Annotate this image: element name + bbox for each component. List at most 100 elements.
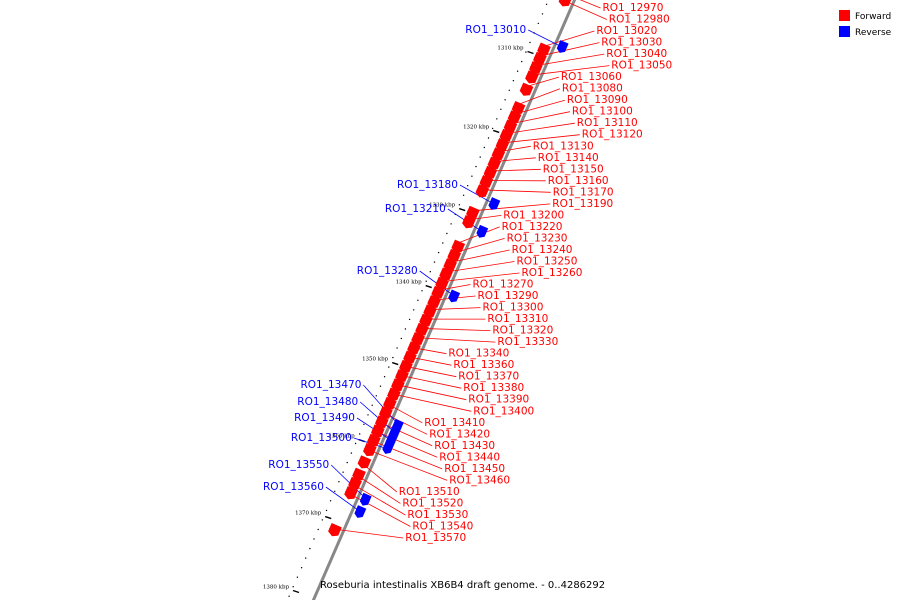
gene-label-forward[interactable]: RO1_13290 bbox=[478, 290, 539, 302]
gene-arrow-forward[interactable] bbox=[533, 51, 547, 65]
gene-label-forward[interactable]: RO1_13420 bbox=[429, 428, 490, 440]
gene-arrow-forward[interactable] bbox=[529, 61, 543, 75]
gene-label-reverse[interactable]: RO1_13280 bbox=[357, 265, 418, 277]
gene-arrow-forward[interactable] bbox=[439, 267, 453, 281]
gene-arrow-forward[interactable] bbox=[483, 165, 498, 179]
gene-label-forward[interactable]: RO1_13160 bbox=[548, 175, 609, 187]
gene-arrow-forward[interactable] bbox=[348, 476, 362, 490]
gene-arrow-forward[interactable] bbox=[537, 42, 551, 56]
gene-arrow-forward[interactable] bbox=[491, 147, 506, 161]
gene-label-forward[interactable]: RO1_13090 bbox=[567, 94, 628, 106]
gene-arrow-forward[interactable] bbox=[383, 396, 397, 410]
gene-arrow-forward[interactable] bbox=[407, 341, 421, 355]
gene-label-forward[interactable]: RO1_13310 bbox=[487, 313, 548, 325]
gene-arrow-forward[interactable] bbox=[357, 455, 372, 469]
gene-arrow-forward[interactable] bbox=[479, 175, 494, 189]
gene-arrow-forward[interactable] bbox=[399, 359, 413, 373]
gene-arrow-forward[interactable] bbox=[466, 205, 480, 219]
gene-label-reverse[interactable]: RO1_13490 bbox=[294, 412, 355, 424]
gene-arrow-forward[interactable] bbox=[419, 313, 433, 327]
gene-arrow-forward[interactable] bbox=[495, 138, 510, 152]
gene-label-forward[interactable]: RO1_13230 bbox=[507, 232, 568, 244]
gene-label-reverse[interactable]: RO1_13470 bbox=[300, 379, 361, 391]
gene-label-forward[interactable]: RO1_13190 bbox=[552, 198, 613, 210]
gene-label-forward[interactable]: RO1_13120 bbox=[582, 129, 643, 141]
gene-label-forward[interactable]: RO1_12980 bbox=[609, 14, 670, 26]
gene-arrow-reverse[interactable] bbox=[382, 441, 395, 454]
gene-arrow-forward[interactable] bbox=[507, 110, 522, 124]
gene-arrow-forward[interactable] bbox=[487, 156, 502, 170]
gene-arrow-forward[interactable] bbox=[371, 424, 385, 438]
gene-arrow-forward[interactable] bbox=[443, 258, 457, 272]
gene-arrow-forward[interactable] bbox=[499, 128, 514, 142]
gene-label-forward[interactable]: RO1_13240 bbox=[512, 244, 573, 256]
gene-arrow-forward[interactable] bbox=[363, 442, 377, 457]
gene-label-forward[interactable]: RO1_13100 bbox=[572, 106, 633, 118]
gene-arrow-reverse[interactable] bbox=[448, 289, 461, 303]
gene-label-reverse[interactable]: RO1_13210 bbox=[385, 203, 446, 215]
gene-arrow-forward[interactable] bbox=[367, 433, 381, 447]
gene-label-forward[interactable]: RO1_13080 bbox=[562, 83, 623, 95]
gene-arrow-forward[interactable] bbox=[391, 378, 405, 392]
gene-label-forward[interactable]: RO1_13140 bbox=[538, 152, 599, 164]
gene-label-forward[interactable]: RO1_13260 bbox=[522, 267, 583, 279]
gene-label-forward[interactable]: RO1_13300 bbox=[483, 302, 544, 314]
gene-arrow-forward[interactable] bbox=[352, 467, 366, 481]
gene-arrow-reverse[interactable] bbox=[359, 492, 372, 506]
gene-label-forward[interactable]: RO1_13220 bbox=[502, 221, 563, 233]
gene-label-reverse[interactable]: RO1_13550 bbox=[268, 459, 329, 471]
gene-label-forward[interactable]: RO1_13440 bbox=[439, 451, 500, 463]
gene-label-forward[interactable]: RO1_13060 bbox=[561, 71, 622, 83]
gene-label-reverse[interactable]: RO1_13560 bbox=[263, 481, 324, 493]
gene-arrow-forward[interactable] bbox=[328, 523, 342, 537]
gene-arrow-forward[interactable] bbox=[431, 285, 445, 299]
gene-arrow-forward[interactable] bbox=[519, 82, 534, 96]
gene-arrow-forward[interactable] bbox=[558, 0, 573, 7]
gene-label-reverse[interactable]: RO1_13480 bbox=[297, 396, 358, 408]
gene-label-forward[interactable]: RO1_13170 bbox=[553, 186, 614, 198]
gene-arrow-forward[interactable] bbox=[344, 486, 358, 500]
gene-arrow-forward[interactable] bbox=[447, 248, 462, 263]
gene-label-forward[interactable]: RO1_13510 bbox=[399, 486, 460, 498]
gene-arrow-reverse[interactable] bbox=[476, 224, 489, 238]
gene-label-forward[interactable]: RO1_13360 bbox=[453, 359, 514, 371]
gene-label-forward[interactable]: RO1_13270 bbox=[473, 279, 534, 291]
gene-label-reverse[interactable]: RO1_13500 bbox=[291, 432, 352, 444]
gene-label-reverse[interactable]: RO1_13180 bbox=[397, 179, 458, 191]
gene-label-forward[interactable]: RO1_13430 bbox=[434, 440, 495, 452]
gene-label-forward[interactable]: RO1_13340 bbox=[448, 348, 509, 360]
gene-label-forward[interactable]: RO1_13040 bbox=[606, 48, 667, 60]
gene-label-forward[interactable]: RO1_13320 bbox=[492, 325, 553, 337]
gene-label-forward[interactable]: RO1_13050 bbox=[611, 60, 672, 72]
gene-arrow-reverse[interactable] bbox=[556, 40, 569, 53]
gene-label-forward[interactable]: RO1_13530 bbox=[407, 509, 468, 521]
gene-label-forward[interactable]: RO1_13030 bbox=[601, 37, 662, 49]
gene-label-forward[interactable]: RO1_13020 bbox=[596, 25, 657, 37]
gene-arrow-forward[interactable] bbox=[387, 387, 401, 401]
gene-label-forward[interactable]: RO1_13570 bbox=[405, 532, 466, 544]
gene-label-forward[interactable]: RO1_13400 bbox=[473, 405, 534, 417]
gene-arrow-forward[interactable] bbox=[427, 295, 441, 309]
gene-label-reverse[interactable]: RO1_13010 bbox=[465, 24, 526, 36]
gene-label-forward[interactable]: RO1_13460 bbox=[449, 474, 510, 486]
gene-arrow-forward[interactable] bbox=[375, 415, 389, 429]
gene-label-forward[interactable]: RO1_13250 bbox=[517, 256, 578, 268]
gene-label-forward[interactable]: RO1_13200 bbox=[503, 209, 564, 221]
gene-arrow-forward[interactable] bbox=[511, 101, 526, 115]
gene-arrow-forward[interactable] bbox=[423, 304, 437, 318]
gene-arrow-reverse[interactable] bbox=[488, 197, 501, 210]
gene-label-forward[interactable]: RO1_13450 bbox=[444, 463, 505, 475]
gene-label-forward[interactable]: RO1_13520 bbox=[402, 497, 463, 509]
gene-label-forward[interactable]: RO1_13390 bbox=[468, 394, 529, 406]
gene-label-forward[interactable]: RO1_13330 bbox=[497, 336, 558, 348]
gene-arrow-forward[interactable] bbox=[525, 70, 539, 84]
gene-arrow-reverse[interactable] bbox=[354, 505, 367, 518]
gene-arrow-forward[interactable] bbox=[462, 215, 476, 229]
gene-arrow-forward[interactable] bbox=[475, 184, 490, 198]
gene-arrow-forward[interactable] bbox=[403, 350, 417, 364]
gene-label-forward[interactable]: RO1_13110 bbox=[577, 117, 638, 129]
gene-label-forward[interactable]: RO1_13380 bbox=[463, 382, 524, 394]
gene-arrow-forward[interactable] bbox=[411, 332, 425, 346]
gene-arrow-forward[interactable] bbox=[379, 406, 393, 420]
gene-label-forward[interactable]: RO1_12970 bbox=[603, 2, 664, 14]
